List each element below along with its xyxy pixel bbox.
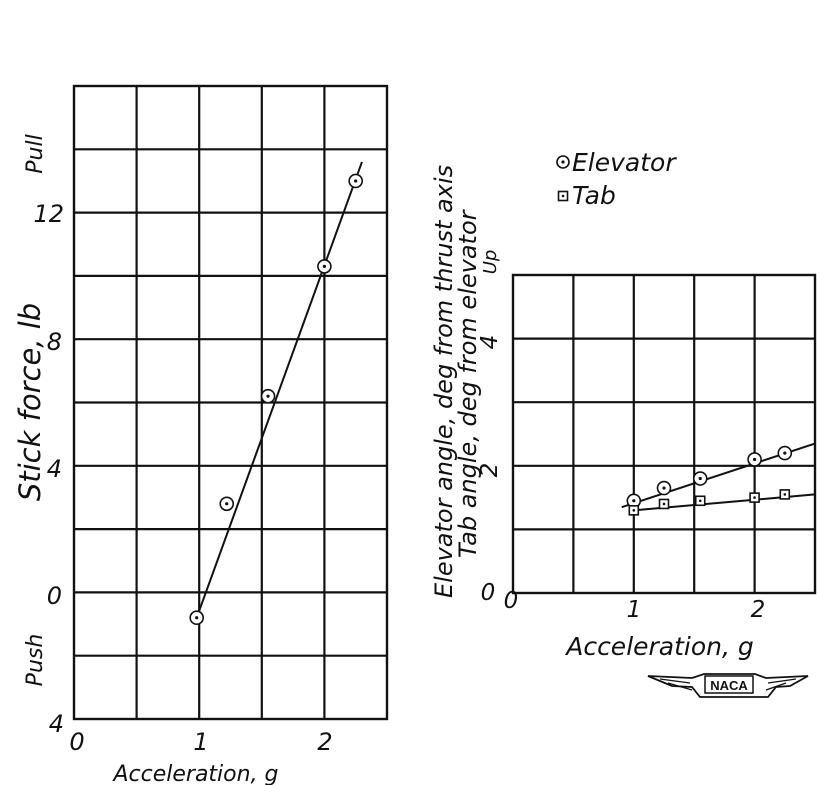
stick-force-y-tick-label: 12 bbox=[33, 200, 64, 228]
stick-force-data-point bbox=[260, 388, 276, 404]
legend-elevator-marker bbox=[556, 155, 570, 169]
elevator-x-tick-label: 1 bbox=[627, 597, 642, 623]
stick-force-x-tick-label: 0 bbox=[69, 728, 84, 756]
stick-force-points bbox=[189, 173, 364, 626]
stick-force-data-point bbox=[189, 610, 204, 626]
tab-data-point bbox=[628, 505, 640, 516]
elevator-x-tick-label: 0 bbox=[504, 588, 519, 614]
stick-force-y-axis-label: Stick force, lb bbox=[13, 303, 47, 501]
legend-elevator-label: Elevator bbox=[572, 148, 677, 177]
elevator-angle-plot-frame bbox=[511, 273, 817, 595]
stick-force-y-tick-label: 8 bbox=[47, 328, 62, 356]
elevator-angle-grid bbox=[513, 275, 815, 593]
elevator-y-tick-label: 0 bbox=[481, 580, 496, 606]
elevator-angle-points bbox=[626, 445, 793, 516]
elevator-data-point bbox=[692, 471, 708, 486]
stick-force-x-axis-label: Acceleration, g bbox=[111, 762, 278, 785]
tab-data-point bbox=[694, 495, 706, 507]
pull-region-label: Pull bbox=[23, 134, 48, 173]
tab-data-point bbox=[658, 498, 670, 510]
elevator-data-point bbox=[656, 480, 672, 496]
elevator-chart-legend: Elevator Tab bbox=[556, 148, 677, 210]
stick-force-y-tick-label: 4 bbox=[47, 455, 62, 483]
naca-logo: NACA bbox=[647, 673, 809, 698]
elevator-x-tick-label: 2 bbox=[751, 597, 766, 623]
up-region-label: Up bbox=[480, 250, 501, 275]
legend-elevator-symbol bbox=[556, 155, 570, 169]
stick-force-x-tick-label: 2 bbox=[317, 728, 332, 756]
stick-force-x-tick-label: 1 bbox=[193, 728, 208, 756]
elevator-data-point bbox=[747, 452, 762, 467]
legend-tab-label: Tab bbox=[572, 181, 616, 210]
stick-force-y-tick-label: 4 bbox=[49, 710, 64, 738]
stick-force-data-point bbox=[348, 173, 364, 189]
elevator-angle-chart: 0 2 4 0 1 2 Acceleration, g Elevator ang… bbox=[430, 148, 817, 661]
stick-force-data-point bbox=[317, 259, 332, 274]
elevator-y-tick-label: 4 bbox=[477, 335, 503, 350]
legend-tab-symbol bbox=[557, 190, 569, 202]
elevator-x-axis-label: Acceleration, g bbox=[564, 632, 754, 661]
stick-force-y-tick-label: 0 bbox=[47, 582, 62, 610]
naca-logo-text: NACA bbox=[710, 678, 748, 693]
elevator-y-axis-label-1: Elevator angle, deg from thrust axis bbox=[430, 165, 458, 598]
stick-force-data-point bbox=[219, 496, 235, 512]
elevator-y-axis-label-2: Tab angle, deg from elevator bbox=[454, 208, 482, 558]
elevator-data-point bbox=[777, 445, 793, 461]
legend-tab-marker bbox=[557, 190, 569, 202]
stick-force-fit-line bbox=[195, 161, 363, 619]
stick-force-grid bbox=[74, 86, 387, 719]
stick-force-chart: 4 0 4 8 12 0 1 2 Acceleration, g Stick f… bbox=[13, 84, 389, 785]
tab-data-point bbox=[779, 489, 791, 500]
tab-data-point bbox=[749, 492, 760, 503]
elevator-y-tick-label: 2 bbox=[477, 463, 503, 478]
push-region-label: Push bbox=[23, 634, 48, 687]
